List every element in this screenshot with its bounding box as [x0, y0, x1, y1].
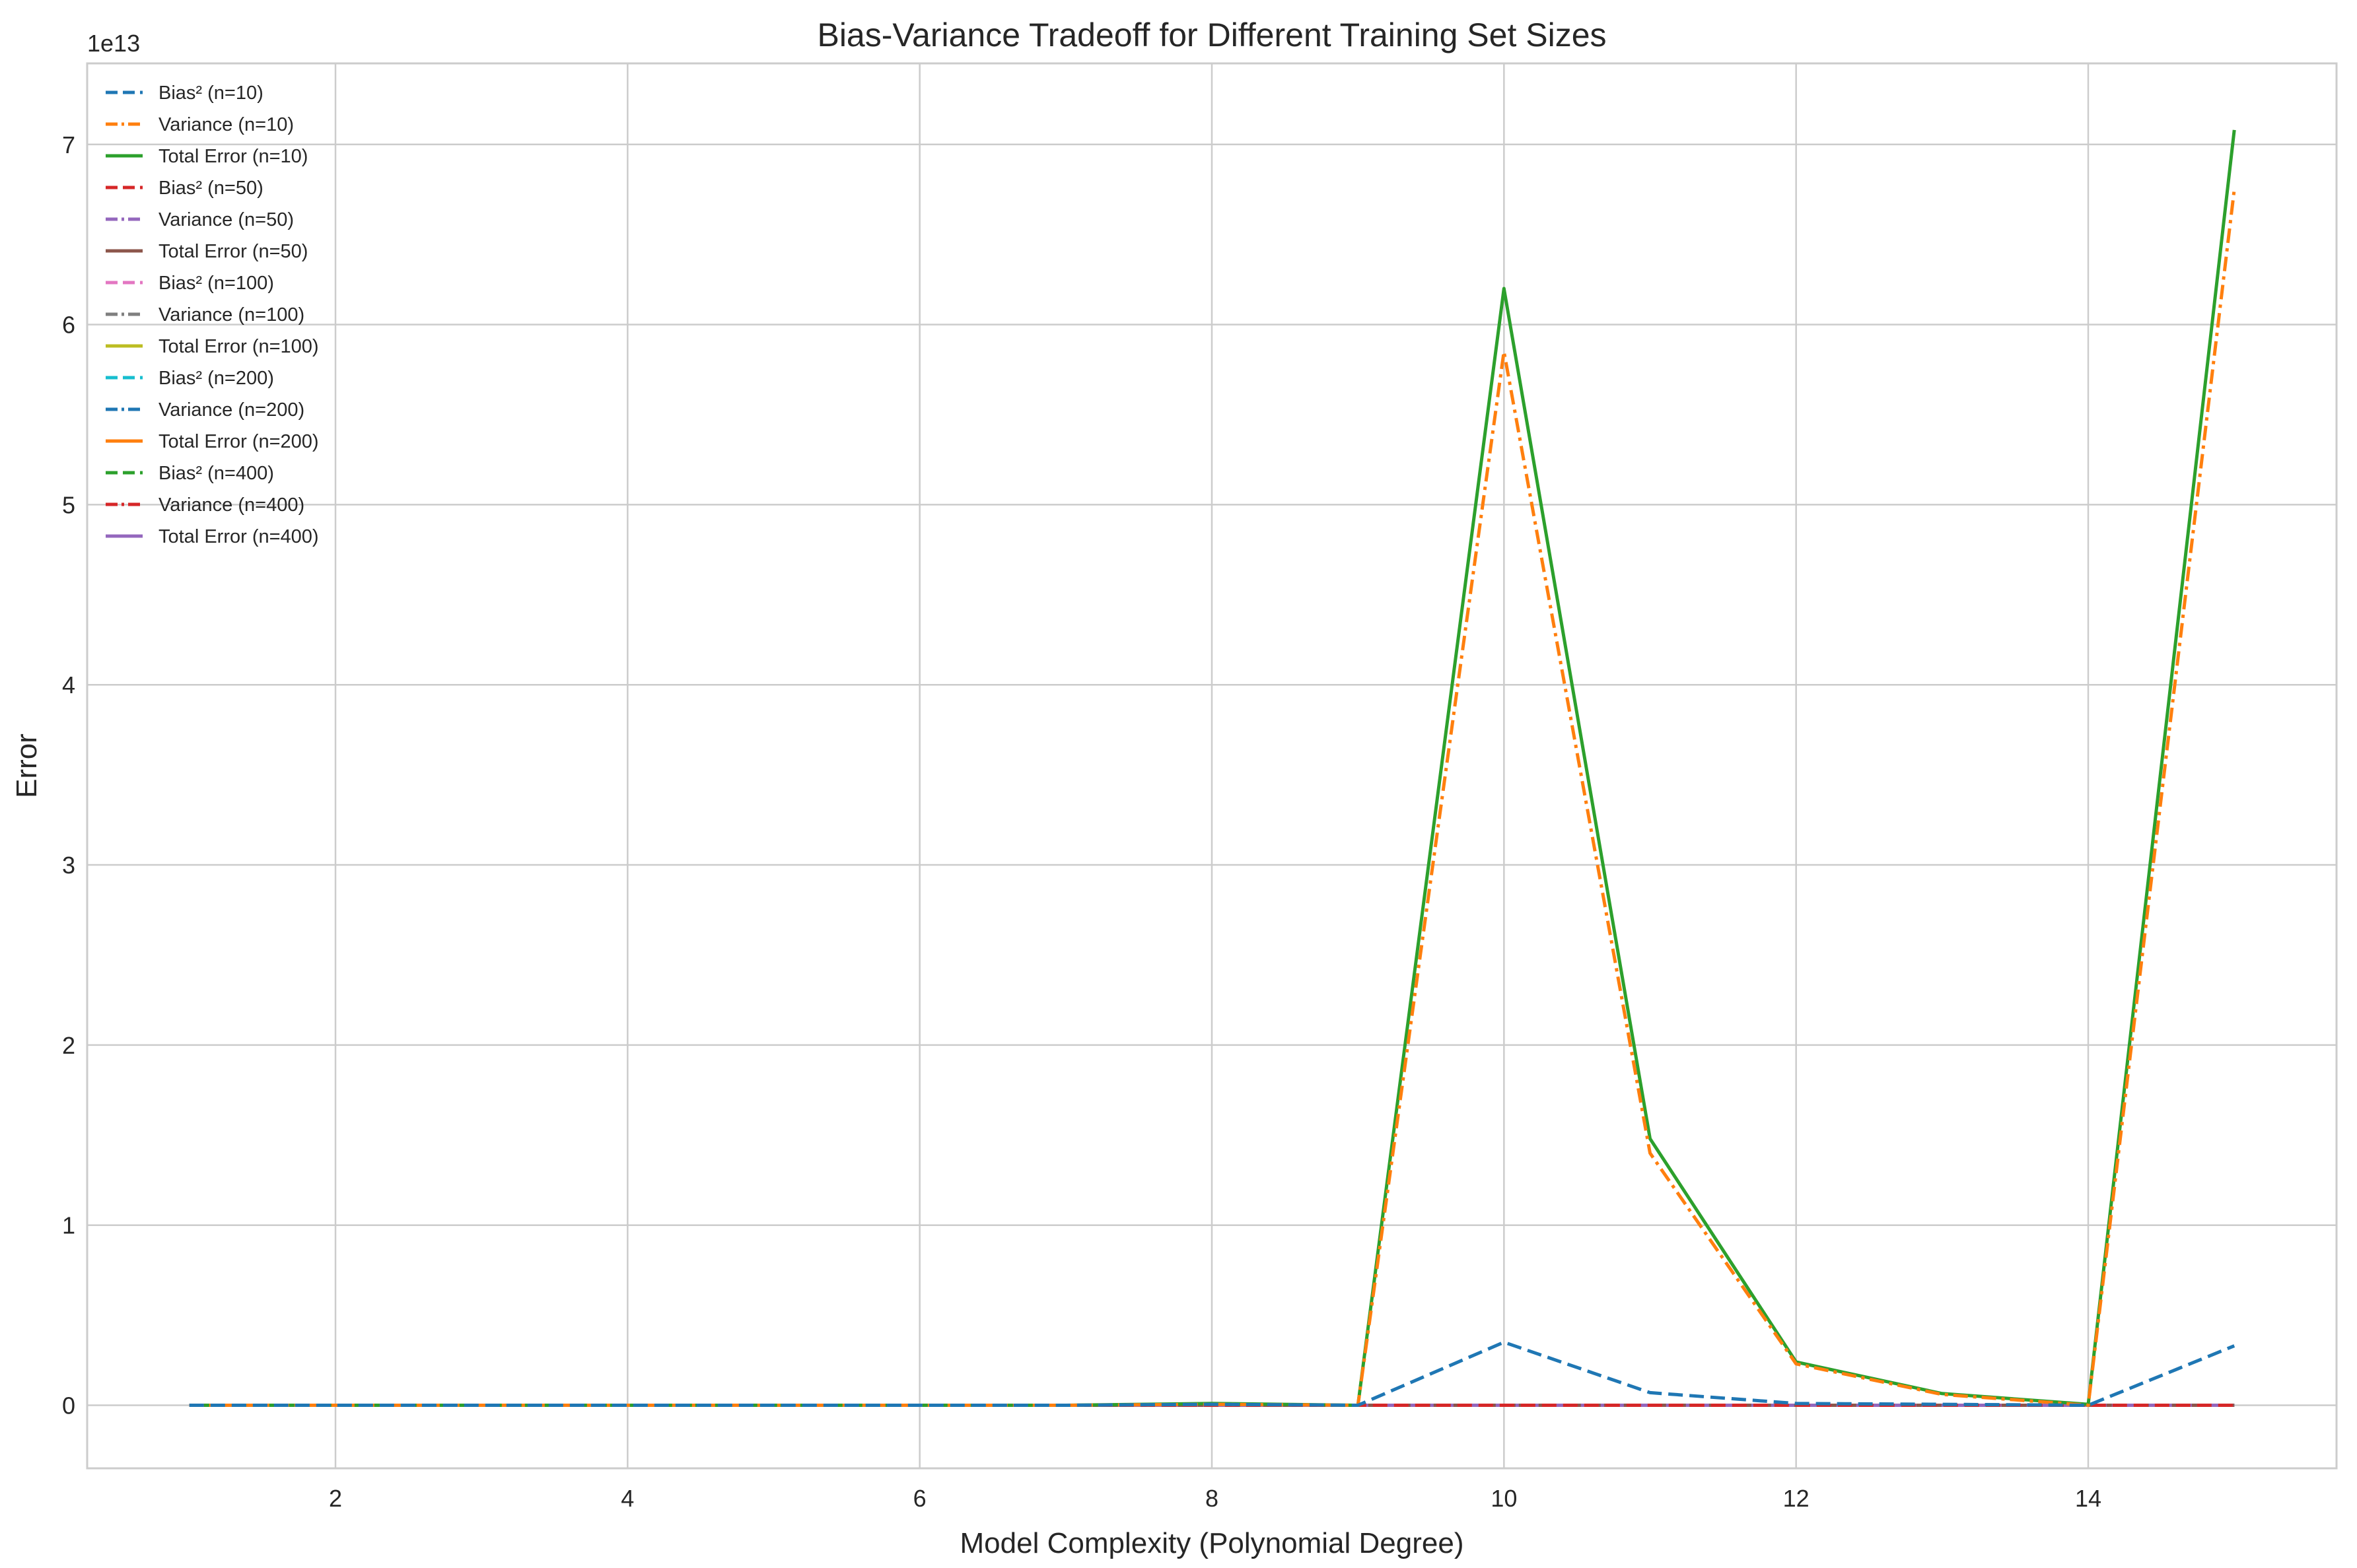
legend-entry-label: Variance (n=100)	[158, 304, 304, 325]
series-layer	[189, 129, 2236, 1407]
grid	[87, 63, 2337, 1468]
legend-entry-label: Variance (n=400)	[158, 494, 304, 516]
x-tick-label: 12	[1783, 1485, 1810, 1512]
plot-area-frame	[86, 62, 2338, 1470]
legend-entry-label: Bias² (n=50)	[158, 178, 264, 199]
y-tick-label: 4	[62, 671, 75, 699]
legend-entry-label: Bias² (n=100)	[158, 273, 274, 294]
legend-entry-label: Bias² (n=400)	[158, 463, 274, 484]
chart-title: Bias-Variance Tradeoff for Different Tra…	[817, 17, 1606, 53]
y-tick-label: 6	[62, 312, 75, 339]
legend: Bias² (n=10) Variance (n=10) Total Error (…	[106, 83, 319, 547]
legend-entry-label: Total Error (n=200)	[158, 431, 319, 452]
legend-entry-label: Variance (n=10)	[158, 114, 294, 135]
legend-entry-label: Total Error (n=50)	[158, 241, 308, 262]
x-tick-label: 4	[621, 1485, 634, 1512]
x-tick-label: 6	[913, 1485, 927, 1512]
series-line-1	[189, 1340, 2235, 1407]
y-axis-label: Error	[11, 733, 43, 798]
x-tick-label: 14	[2075, 1485, 2101, 1512]
y-tick-label: 5	[62, 491, 75, 518]
x-tick-label: 8	[1205, 1485, 1218, 1512]
legend-entry-label: Total Error (n=10)	[158, 146, 308, 167]
legend-entry-label: Total Error (n=100)	[158, 336, 319, 357]
x-tick-label: 10	[1491, 1485, 1517, 1512]
y-tick-label: 1	[62, 1212, 75, 1239]
legend-entry-label: Bias² (n=10)	[158, 83, 264, 104]
y-tick-label: 2	[62, 1032, 75, 1059]
legend-entry-label: Bias² (n=200)	[158, 368, 274, 389]
x-tick-label: 2	[329, 1485, 342, 1512]
x-axis-label: Model Complexity (Polynomial Degree)	[960, 1527, 1464, 1559]
y-tick-label: 0	[62, 1392, 75, 1419]
legend-entry-label: Variance (n=50)	[158, 209, 294, 230]
y-tick-label: 7	[62, 131, 75, 158]
y-tick-label: 3	[62, 852, 75, 879]
legend-entry-label: Variance (n=200)	[158, 399, 304, 421]
y-axis-offset-label: 1e13	[87, 30, 140, 57]
legend-entry-label: Total Error (n=400)	[158, 526, 319, 547]
